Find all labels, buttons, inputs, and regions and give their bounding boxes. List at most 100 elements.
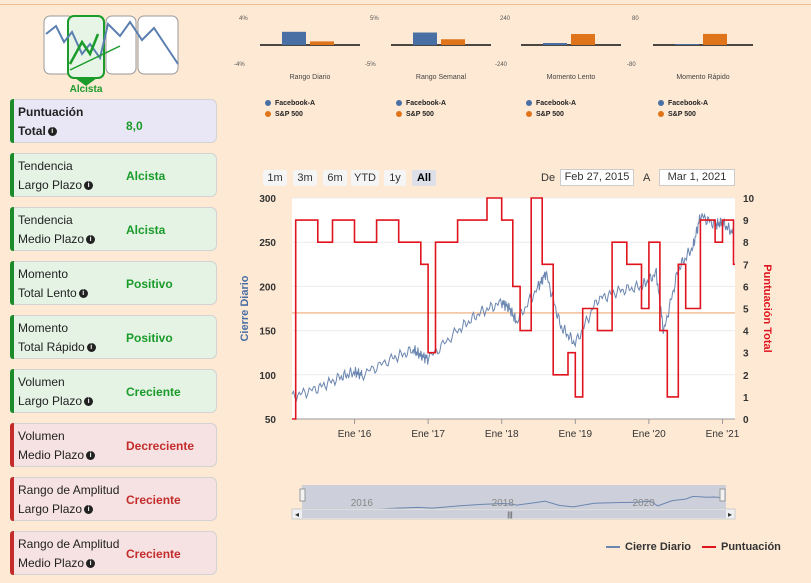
mini-chart-title: Momento Lento — [546, 74, 596, 81]
score-line[interactable] — [292, 197, 735, 420]
indicator-card[interactable]: Puntuación Total i 8,0 — [10, 99, 217, 143]
mini-chart-plot — [521, 34, 621, 46]
mini-legend-sp500: S&P 500 — [526, 111, 564, 118]
range-1y-button[interactable]: 1y — [384, 170, 406, 186]
mini-ytick-min: -5% — [365, 62, 376, 68]
card-title-line2: Largo Plazo i — [18, 394, 94, 408]
mini-chart-title: Rango Diario — [289, 74, 331, 81]
range-3m-button[interactable]: 3m — [293, 170, 317, 186]
indicator-card[interactable]: Volumen Medio Plazo i Decreciente — [10, 423, 217, 467]
info-icon[interactable]: i — [86, 343, 96, 353]
card-accent-bar — [10, 261, 14, 305]
date-to-label: A — [643, 172, 651, 184]
card-title-line2: Total i — [18, 124, 57, 138]
card-title-line2-text: Total Lento — [18, 286, 77, 300]
scroll-right-icon[interactable]: ▸ — [728, 510, 732, 519]
card-value: Creciente — [126, 547, 181, 561]
info-icon[interactable]: i — [78, 289, 88, 299]
card-title-line2: Total Rápido i — [18, 340, 96, 354]
info-icon[interactable]: i — [86, 235, 96, 245]
y-tick-label: 200 — [259, 282, 276, 293]
range-ytd-button[interactable]: YTD — [351, 170, 379, 186]
card-title-line2: Total Lento i — [18, 286, 88, 300]
mini-chart: 240 -240 Momento Lento Facebook-A S&P 500 — [495, 14, 626, 124]
indicator-card[interactable]: Rango de Amplitud Medio Plazo i Creciente — [10, 531, 217, 575]
mini-legend-sp500-label: S&P 500 — [275, 111, 303, 118]
top-divider — [0, 4, 811, 5]
navigator-scroll-thumb[interactable] — [302, 510, 726, 518]
date-from-input[interactable]: Feb 27, 2015 — [560, 169, 634, 186]
y2-tick-label: 0 — [743, 415, 749, 426]
navigator-right-handle[interactable] — [719, 488, 726, 502]
date-from-label: De — [541, 172, 556, 184]
legend-score[interactable]: Puntuación — [702, 541, 781, 553]
range-all-button[interactable]: All — [412, 170, 436, 186]
info-icon[interactable]: i — [84, 181, 94, 191]
mini-bar-sp500[interactable] — [571, 34, 595, 45]
card-title-line2-text: Total — [18, 124, 46, 138]
card-title-line2-text: Medio Plazo — [18, 556, 85, 570]
navigator-left-handle[interactable] — [299, 488, 306, 502]
y2-tick-label: 6 — [743, 282, 749, 293]
range-6m-button[interactable]: 6m — [323, 170, 347, 186]
y2-tick-label: 5 — [743, 305, 749, 316]
indicator-card[interactable]: Rango de Amplitud Largo Plazo i Creciente — [10, 477, 217, 521]
y-tick-label: 150 — [259, 327, 276, 338]
scroll-left-icon[interactable]: ◂ — [295, 510, 299, 519]
card-title-line1: Momento — [18, 321, 69, 335]
x-tick-label: Ene '17 — [411, 429, 445, 440]
card-title-line1: Rango de Amplitud — [18, 537, 120, 551]
indicator-card[interactable]: Volumen Largo Plazo i Creciente — [10, 369, 217, 413]
mini-ytick-min: -4% — [234, 62, 245, 68]
mini-bar-facebook[interactable] — [282, 31, 306, 45]
info-icon[interactable]: i — [47, 127, 57, 137]
card-accent-bar — [10, 423, 14, 467]
indicator-card[interactable]: Momento Total Lento i Positivo — [10, 261, 217, 305]
mini-legend-facebook: Facebook-A — [396, 100, 446, 107]
logo-label: Alcista — [69, 84, 103, 95]
y-tick-label: 300 — [259, 194, 276, 205]
mini-bar-sp500[interactable] — [310, 41, 334, 45]
mini-ytick-min: -80 — [627, 62, 636, 68]
legend-dot-icon — [658, 100, 664, 107]
card-accent-bar — [10, 207, 14, 251]
mini-bar-facebook[interactable] — [413, 32, 437, 45]
info-icon[interactable]: i — [84, 505, 94, 515]
mini-ytick-min: -240 — [495, 62, 508, 68]
close-price-line[interactable] — [291, 212, 734, 403]
date-to-input[interactable]: Mar 1, 2021 — [659, 169, 735, 186]
card-accent-bar — [10, 477, 14, 521]
card-title-line1: Tendencia — [18, 213, 73, 227]
x-tick-label: Ene '19 — [559, 429, 593, 440]
card-value: Alcista — [126, 223, 166, 237]
mini-bar-facebook[interactable] — [675, 44, 699, 45]
range-1m-button[interactable]: 1m — [263, 170, 287, 186]
x-tick-label: Ene '21 — [706, 429, 740, 440]
info-icon[interactable]: i — [86, 451, 96, 461]
info-icon[interactable]: i — [86, 559, 96, 569]
mini-bar-facebook[interactable] — [543, 43, 567, 45]
mini-bar-sp500[interactable] — [703, 33, 727, 45]
indicator-card[interactable]: Tendencia Largo Plazo i Alcista — [10, 153, 217, 197]
card-value: Positivo — [126, 331, 173, 345]
mini-chart-title: Momento Rápido — [676, 74, 730, 81]
y2-tick-label: 10 — [743, 194, 755, 205]
card-title-line2: Largo Plazo i — [18, 178, 94, 192]
card-title-line2: Medio Plazo i — [18, 448, 96, 462]
mini-chart-plot — [653, 33, 753, 46]
info-icon[interactable]: i — [84, 397, 94, 407]
card-accent-bar — [10, 369, 14, 413]
legend-close[interactable]: Cierre Diario — [606, 541, 691, 553]
y-tick-label: 50 — [265, 415, 277, 426]
card-title-line2-text: Largo Plazo — [18, 502, 83, 516]
mini-bar-sp500[interactable] — [441, 39, 465, 45]
indicator-card[interactable]: Tendencia Medio Plazo i Alcista — [10, 207, 217, 251]
mini-chart-plot — [260, 31, 360, 46]
card-value: Decreciente — [126, 439, 195, 453]
x-tick-label: Ene '16 — [338, 429, 372, 440]
mini-chart: 4% -4% Rango Diario Facebook-A S&P 500 — [234, 14, 365, 124]
indicator-card[interactable]: Momento Total Rápido i Positivo — [10, 315, 217, 359]
scroll-grip-icon[interactable]: ||| — [507, 512, 513, 519]
legend-close-label: Cierre Diario — [625, 541, 692, 553]
